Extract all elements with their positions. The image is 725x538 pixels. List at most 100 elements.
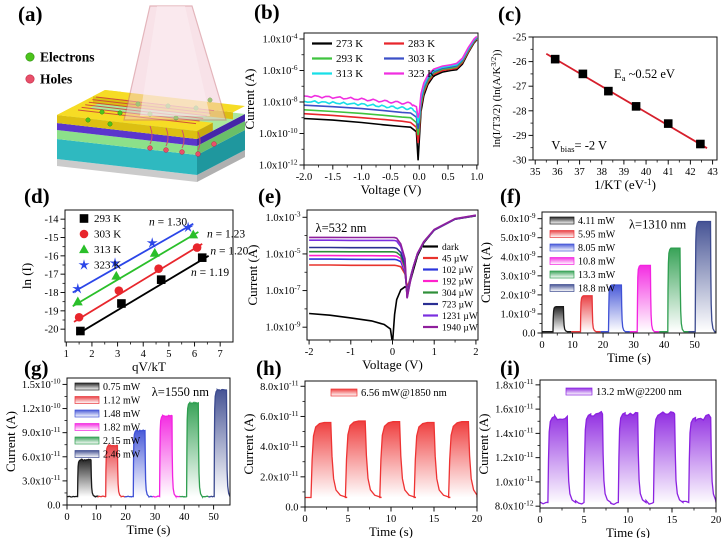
legend: 0.75 mW 1.12 mW 1.48 mW 1.82 mW 2.15 mW 2.46 … (74, 382, 141, 461)
pulse-trace-5.95 mW (571, 295, 601, 333)
legend-label: 8.05 mW (578, 243, 616, 254)
legend-label: 1.12 mW (103, 396, 141, 407)
charts-layer: -2.0 -1.5 -1.0 -0.5 0.0 0.5 1.0 1.0x10-4 1.0x10-… (3, 31, 721, 538)
legend-label: 4.11 mW (578, 216, 615, 227)
x-tick-label: -1.0 (353, 172, 370, 183)
x-tick-label: 20 (120, 512, 131, 523)
y-tick-label: -17 (45, 270, 59, 281)
layer-gray-front (57, 159, 197, 182)
y-tick-label: 3.0x10-9 (501, 268, 536, 282)
fit-line-313 K (72, 231, 199, 308)
x-tick-label: -1 (346, 347, 355, 358)
pulse-fill-4.11 mW (542, 306, 572, 332)
annotation: λ=1550 nm (152, 385, 209, 399)
axes-box (66, 377, 231, 506)
x-tick-label: 7 (218, 349, 223, 360)
y-tick-label: 1.0x10-10 (259, 126, 298, 140)
x-tick-label: 2 (89, 349, 94, 360)
y-tick-label: 2.0x10-9 (501, 287, 536, 301)
axis-ticks: 0 10 20 30 40 50 6.0x10-9 5.0x10-9 4.0x10-9 3.0x1… (501, 211, 700, 351)
y-tick-label: -19 (45, 306, 59, 317)
y-axis-label: ln(I/T3/2) (ln(A/K3/2)) (489, 49, 503, 147)
legend-label: 273 K (336, 38, 363, 50)
x-tick-label: 20 (711, 515, 722, 526)
x-tick-label: 40 (641, 167, 652, 178)
y-tick-label: 5.0x10-9 (501, 230, 536, 244)
x-tick-label: 41 (663, 167, 674, 178)
axis-ticks: 0 5 10 15 20 1.8x10-11 1.6x10-11 1.4x10-11 1.2x1… (495, 377, 721, 526)
y-tick-label: -26 (513, 57, 527, 68)
fit-line-data (545, 52, 708, 149)
y-tick-label: 0.0 (285, 503, 298, 514)
pulse-fill-10.8 mW (629, 265, 660, 332)
x-tick-label: 0.5 (441, 172, 454, 183)
x-tick-label: 1.0 (470, 172, 483, 183)
series-1940 µW (309, 214, 477, 299)
y-tick-label: 1.8x10-11 (495, 377, 534, 391)
y-axis-label: Current (A) (3, 411, 18, 472)
panel-e-label: (e) (258, 184, 282, 208)
y-axis-label: Current (A) (242, 68, 257, 129)
legend-label: 45 µW (442, 255, 468, 265)
plot-area (304, 35, 478, 161)
panel-h-chart: 0 5 10 15 20 8.0x10-11 6.0x10-11 4.0x10-11 2.0x1… (241, 379, 482, 538)
y-tick-label: 1.4x10-11 (495, 426, 534, 440)
y-tick-label: 4.0x10-11 (260, 439, 299, 453)
legend-label: 723 µW (442, 301, 473, 311)
legend-label: 13.3 mW (578, 270, 616, 281)
x-tick-label: 10 (623, 515, 634, 526)
layer-green-side (197, 121, 245, 155)
y-tick-label: 1.2x10-10 (22, 401, 61, 415)
panel-b-chart: -2.0 -1.5 -1.0 -0.5 0.0 0.5 1.0 1.0x10-4 1.0x10-… (242, 31, 483, 197)
y-tick-label: -18 (45, 288, 59, 299)
pulse-trace-13.2 mW@2200 nm (540, 410, 716, 506)
x-axis-label: Time (s) (369, 524, 413, 538)
x-axis-label: qV/kT (132, 359, 166, 374)
panel-c-chart: 35 36 37 38 39 40 41 42 43 -25 -26 -27 -28 -29 -30 1/KT… (489, 33, 718, 193)
annotation: λ=1310 nm (629, 217, 686, 231)
annotation: n = 1.23 (207, 228, 245, 240)
x-tick-label: 43 (707, 167, 718, 178)
y-tick-label: 6.0x10-11 (22, 449, 61, 463)
legend-label: 323 K (408, 68, 435, 80)
series-313 K (304, 36, 478, 124)
x-tick-label: 20 (472, 514, 483, 525)
x-tick-label: 30 (628, 340, 639, 351)
y-tick-label: 2.0x10-11 (260, 469, 299, 483)
y-tick-label: -16 (45, 251, 59, 262)
legend-label: 102 µW (442, 266, 473, 276)
y-tick-label: -14 (45, 215, 60, 226)
panel-d-chart: 1 2 3 4 5 6 7 -14 -15 -16 -17 -18 -19 -20 qV/kT ln (I) 2… (19, 209, 249, 374)
legend-label: 5.95 mW (578, 230, 616, 241)
x-tick-label: -2 (305, 347, 314, 358)
y-tick-label: 1.0x10-9 (501, 306, 536, 320)
axis-ticks: 35 36 37 38 39 40 41 42 43 -25 -26 -27 -28 -29 -30 (513, 33, 718, 179)
x-tick-label: 40 (659, 340, 670, 351)
x-tick-label: 5 (581, 515, 586, 526)
y-tick-label: 0.0 (47, 501, 60, 512)
y-tick-label: 3.0x10-11 (22, 473, 61, 487)
hole-legend-icon (25, 74, 35, 84)
x-tick-label: 30 (150, 512, 161, 523)
pulse-trace-1.48 mW (124, 429, 153, 498)
pulse-trace-13.3 mW (659, 247, 689, 333)
hole-dots (147, 141, 217, 157)
pulse-trace-8.05 mW (600, 284, 630, 333)
light-beam-core (140, 6, 210, 116)
x-tick-label: 15 (429, 514, 440, 525)
layer-green-front (57, 130, 197, 155)
plot-area (542, 220, 716, 333)
x-tick-label: 5 (166, 349, 171, 360)
x-tick-label: 1 (64, 349, 69, 360)
series-283 K (304, 38, 478, 144)
legend: 13.2 mW@2200 nm (565, 387, 682, 398)
annotation: λ=532 nm (316, 221, 367, 235)
y-tick-label: 1.0x10-6 (263, 63, 298, 77)
legend: 293 K 303 K 313 K 323 K (78, 213, 121, 272)
x-tick-label: 5 (345, 514, 350, 525)
schematic-legend: Electrons Holes (25, 50, 95, 87)
pulse-trace-2.15 mW (179, 401, 209, 500)
y-axis-label: ln (I) (19, 263, 34, 289)
axes-box (541, 211, 717, 334)
pulse-fill-2.46 mW (208, 389, 230, 497)
